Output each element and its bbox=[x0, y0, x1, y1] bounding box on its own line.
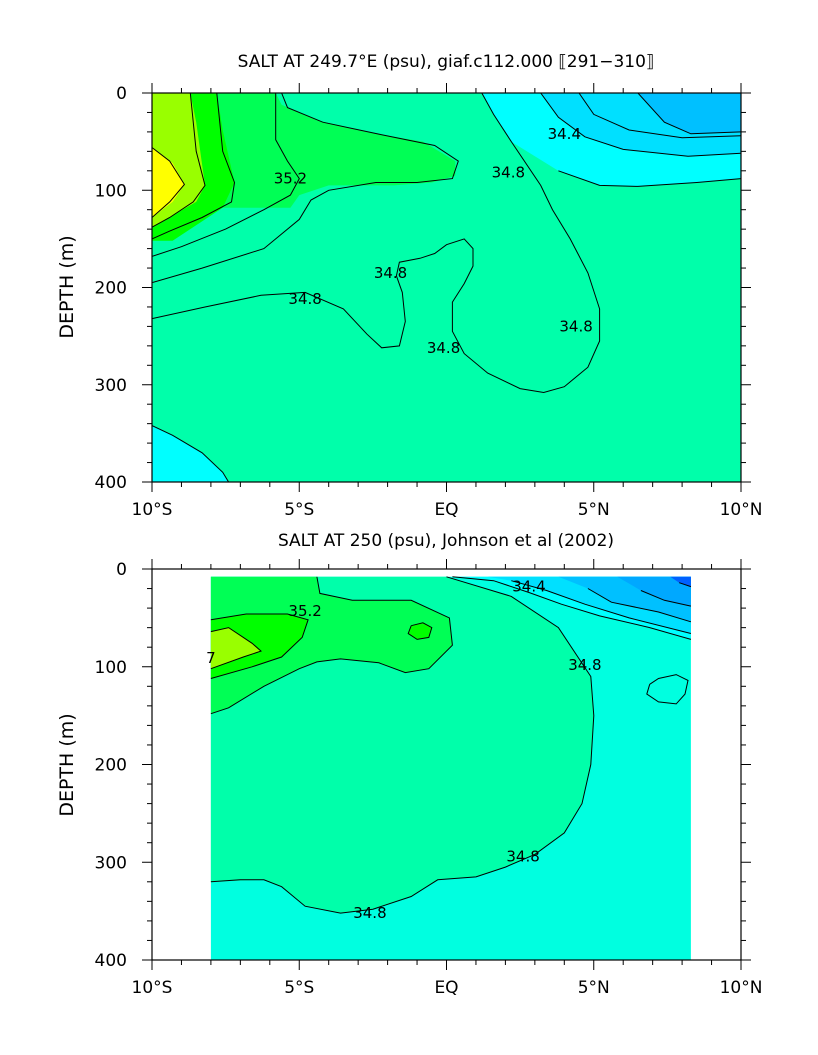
x-tick-label: 10°S bbox=[132, 500, 173, 520]
chart-title-model: SALT AT 249.7°E (psu), giaf.c112.000 ⟦29… bbox=[238, 52, 655, 72]
y-axis-label-model: DEPTH (m) bbox=[56, 235, 78, 338]
contour-layer: 34.4 34.8 35.2 34.8 34.8 34.8 34.8 bbox=[152, 93, 741, 482]
contour-line-35.2 bbox=[152, 93, 300, 257]
y-tick-label: 300 bbox=[95, 376, 127, 396]
y-tick-label: 200 bbox=[95, 279, 127, 299]
y-tick-label: 0 bbox=[116, 560, 127, 580]
contour-layer: 35.2 34.4 34.8 34.8 34.8 7 bbox=[206, 576, 692, 960]
contour-plot-model: 34.4 34.8 35.2 34.8 34.8 34.8 34.8 bbox=[151, 92, 742, 483]
contour-label: 34.8 bbox=[288, 290, 321, 308]
contour-line-34.4-right bbox=[578, 93, 741, 139]
contour-line-35.2-bubble bbox=[407, 622, 433, 640]
contour-line-34.8 bbox=[210, 576, 595, 914]
contour-line-35.8 bbox=[152, 147, 186, 218]
contour-label: 34.8 bbox=[559, 317, 592, 335]
x-tick-label: 10°N bbox=[720, 978, 763, 998]
contour-line-34.6-right bbox=[540, 93, 741, 157]
contour-line-35.6 bbox=[152, 93, 206, 228]
x-tick-label: 5°N bbox=[578, 978, 610, 998]
filled-band-34.6-base bbox=[152, 425, 229, 482]
y-tick-label: 300 bbox=[95, 853, 127, 873]
contour-label: 34.8 bbox=[492, 164, 525, 182]
contour-label: 35.2 bbox=[288, 602, 321, 620]
contour-line-34.8-lower bbox=[152, 93, 601, 394]
contour-label: 34.8 bbox=[353, 904, 386, 922]
contour-label: 34.8 bbox=[568, 656, 601, 674]
contour-label: 34.8 bbox=[374, 264, 407, 282]
contour-plot-observation: 35.2 34.4 34.8 34.8 34.8 7 bbox=[151, 568, 742, 961]
contour-line-34.8-upper-right bbox=[558, 170, 741, 187]
panel-model: SALT AT 249.7°E (psu), giaf.c112.000 ⟦29… bbox=[56, 52, 762, 520]
y-tick-label: 100 bbox=[95, 181, 127, 201]
y-axis-label-observation: DEPTH (m) bbox=[56, 713, 78, 816]
y-tick-label: 100 bbox=[95, 658, 127, 678]
x-tick-label: 10°S bbox=[132, 978, 173, 998]
ticks-observation: 10°S 5°S EQ 5°N 10°N 0 100 200 300 400 bbox=[95, 559, 763, 998]
filled-band-33.8-34.0 bbox=[617, 576, 691, 607]
filled-band-35.6-35.8 bbox=[152, 147, 185, 218]
contour-line-34.6-blob bbox=[646, 674, 689, 705]
y-tick-label: 200 bbox=[95, 756, 127, 776]
contour-line-34.4 bbox=[511, 580, 692, 634]
y-tick-label: 400 bbox=[95, 473, 127, 493]
contour-label: 34.4 bbox=[548, 125, 581, 143]
contour-line-33.8 bbox=[679, 582, 692, 588]
filled-band-34.6-blob bbox=[646, 674, 688, 704]
contour-line-35.4 bbox=[210, 627, 262, 670]
filled-band-35.0-35.2 bbox=[210, 576, 453, 714]
filled-band-33.6-33.8 bbox=[670, 576, 691, 587]
filled-band-34.0-34.2 bbox=[637, 93, 741, 134]
x-tick-label: 5°N bbox=[578, 500, 610, 520]
contour-line-34.2-right bbox=[637, 93, 741, 135]
ticks-model: 10°S 5°S EQ 5°N 10°N 0 100 200 300 400 bbox=[95, 83, 763, 520]
contour-line-35.0 bbox=[210, 576, 453, 715]
filled-band-35.2-35.4 bbox=[210, 614, 309, 679]
contour-line-34.6 bbox=[452, 576, 692, 640]
panel-observation: SALT AT 250 (psu), Johnson et al (2002) … bbox=[56, 531, 762, 998]
contour-label: 7 bbox=[206, 649, 216, 667]
contour-line-35.0 bbox=[152, 93, 459, 284]
x-tick-label: 5°S bbox=[284, 500, 314, 520]
x-tick-label: EQ bbox=[434, 500, 458, 520]
contour-label: 34.8 bbox=[427, 339, 460, 357]
contour-label: 34.8 bbox=[506, 847, 539, 865]
filled-band-35.4-35.6 bbox=[210, 627, 261, 669]
contour-line-35.4 bbox=[152, 93, 236, 240]
contour-line-34.0 bbox=[640, 590, 692, 607]
contour-line-34.6 bbox=[152, 425, 230, 482]
contour-label: 35.2 bbox=[274, 170, 307, 188]
contour-line-34.2 bbox=[587, 588, 692, 623]
filled-band-35.2-bubble bbox=[408, 622, 432, 640]
x-tick-label: 10°N bbox=[720, 500, 763, 520]
chart-title-observation: SALT AT 250 (psu), Johnson et al (2002) bbox=[278, 531, 614, 551]
contour-label: 34.4 bbox=[512, 578, 545, 596]
y-tick-label: 0 bbox=[116, 84, 127, 104]
contour-line-35.2 bbox=[210, 613, 309, 679]
x-tick-label: 5°S bbox=[284, 978, 314, 998]
y-tick-label: 400 bbox=[95, 951, 127, 971]
x-tick-label: EQ bbox=[434, 978, 458, 998]
